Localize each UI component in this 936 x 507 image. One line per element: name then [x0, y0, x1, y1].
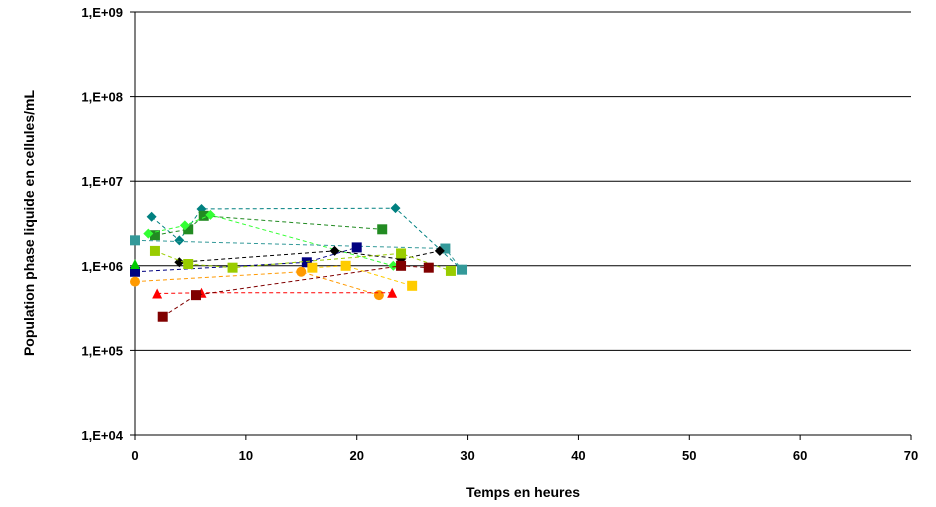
- x-tick-label: 70: [904, 448, 918, 463]
- data-point: [351, 242, 362, 253]
- x-tick-label: 10: [239, 448, 253, 463]
- x-tick-label: 0: [131, 448, 138, 463]
- series-line: [134, 271, 380, 296]
- series-11: [152, 287, 398, 299]
- data-point: [387, 287, 398, 298]
- data-point: [434, 245, 445, 256]
- data-point: [307, 262, 318, 273]
- data-point: [423, 262, 434, 273]
- data-point: [183, 259, 194, 270]
- series-line: [162, 265, 429, 318]
- x-axis-title: Temps en heures: [466, 484, 580, 500]
- data-point: [445, 265, 456, 276]
- series-line: [148, 214, 394, 267]
- axis-layer: [130, 11, 912, 440]
- x-tick-label: 30: [460, 448, 474, 463]
- data-point: [388, 260, 399, 271]
- data-point: [198, 210, 209, 221]
- data-point: [396, 260, 407, 271]
- y-tick-label: 1,E+09: [81, 5, 123, 20]
- data-point: [407, 280, 418, 291]
- series-line: [312, 265, 413, 287]
- data-point: [149, 245, 160, 256]
- series-layer: [130, 203, 468, 322]
- data-point: [149, 230, 160, 241]
- y-axis-title: Population phase liquide en cellules/mL: [21, 90, 37, 356]
- y-tick-label: 1,E+07: [81, 174, 123, 189]
- data-point: [130, 266, 140, 277]
- x-tick-label: 40: [571, 448, 585, 463]
- data-point: [146, 211, 157, 222]
- y-tick-label: 1,E+06: [81, 259, 123, 274]
- data-point: [183, 224, 194, 235]
- series-7: [149, 245, 456, 276]
- data-point: [373, 290, 384, 301]
- y-tick-label: 1,E+08: [81, 90, 123, 105]
- data-point: [130, 276, 140, 287]
- data-point: [190, 290, 201, 301]
- series-10: [307, 260, 418, 291]
- series-12: [157, 260, 434, 322]
- data-point: [143, 228, 154, 239]
- data-point: [130, 235, 140, 246]
- x-tick-label: 60: [793, 448, 807, 463]
- data-point: [329, 245, 340, 256]
- data-point: [205, 209, 216, 220]
- data-point: [377, 224, 388, 235]
- series-8: [130, 259, 140, 270]
- data-point: [174, 235, 185, 246]
- x-tick-label: 50: [682, 448, 696, 463]
- y-tick-label: 1,E+05: [81, 343, 123, 358]
- series-3: [143, 209, 399, 271]
- data-point: [227, 262, 238, 273]
- series-line: [154, 215, 383, 236]
- series-4: [130, 235, 468, 275]
- series-line: [179, 250, 441, 263]
- series-9: [130, 266, 384, 301]
- x-tick-label: 20: [349, 448, 363, 463]
- data-point: [130, 259, 140, 270]
- data-point: [301, 257, 312, 268]
- data-point: [396, 248, 407, 259]
- data-point: [157, 311, 168, 322]
- data-point: [296, 266, 307, 277]
- grid-layer: [135, 11, 911, 351]
- data-point: [179, 220, 190, 231]
- data-point: [390, 203, 401, 214]
- data-point: [340, 260, 351, 271]
- label-layer: 1,E+04 1,E+05 1,E+06 1,E+07 1,E+08 1,E+09 0 10 2…: [81, 5, 918, 463]
- series-6: [130, 242, 362, 277]
- series-2: [149, 210, 388, 241]
- data-point: [152, 288, 163, 299]
- data-point: [440, 243, 451, 254]
- data-point: [457, 264, 468, 275]
- y-tick-label: 1,E+04: [81, 428, 123, 443]
